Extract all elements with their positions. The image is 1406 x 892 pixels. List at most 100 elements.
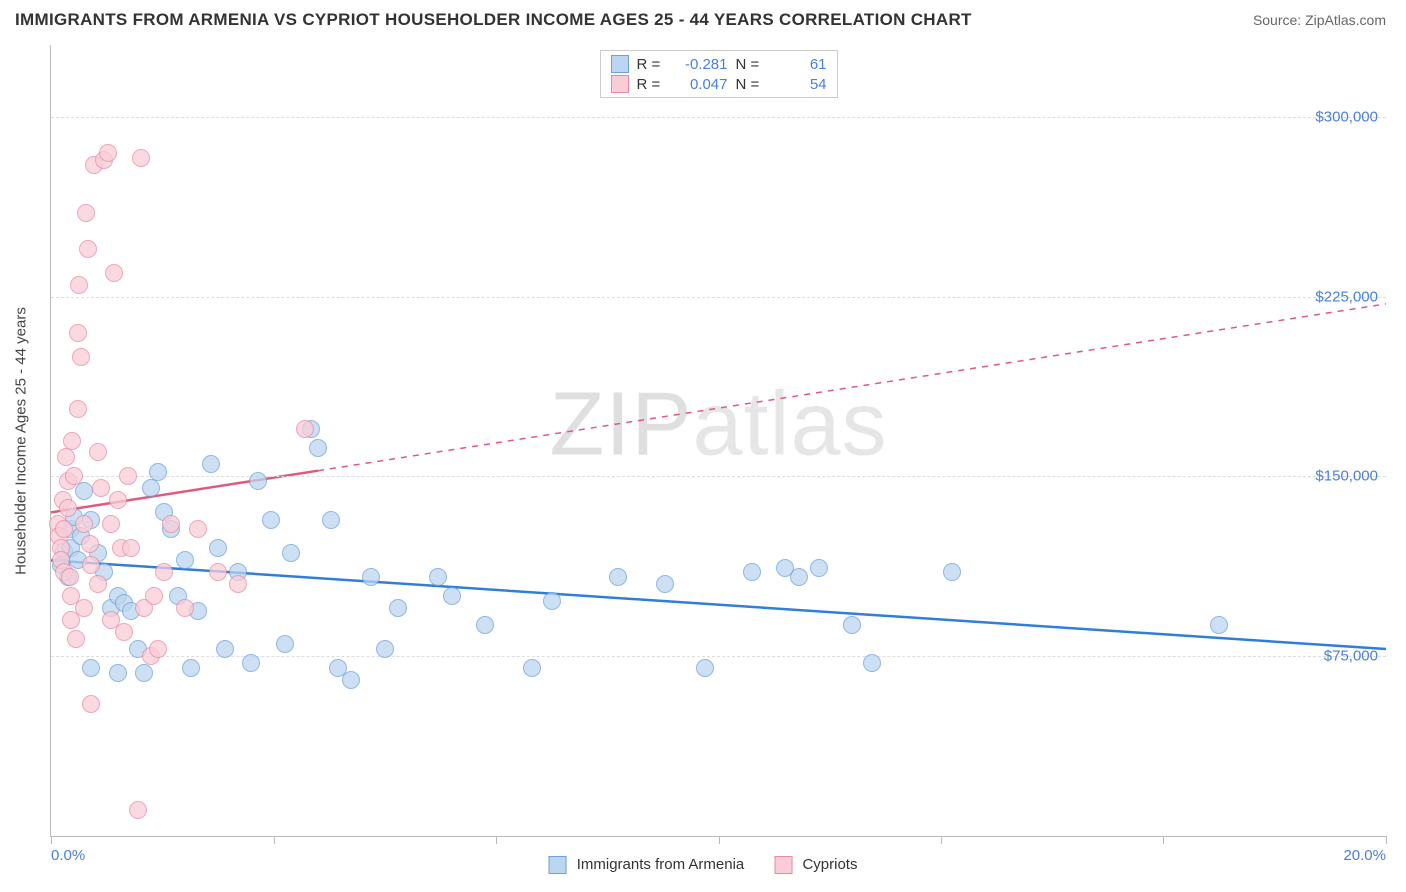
- n-value-armenia: 61: [772, 56, 827, 73]
- point-armenia: [790, 568, 808, 586]
- point-armenia: [82, 659, 100, 677]
- point-cypriots: [89, 575, 107, 593]
- y-tick-label: $300,000: [1315, 108, 1378, 125]
- r-value-armenia: -0.281: [673, 56, 728, 73]
- point-armenia: [443, 587, 461, 605]
- point-cypriots: [70, 276, 88, 294]
- point-cypriots: [65, 467, 83, 485]
- legend-row-armenia: R = -0.281 N = 61: [611, 54, 827, 74]
- y-axis-title: Householder Income Ages 25 - 44 years: [13, 307, 30, 575]
- point-cypriots: [69, 400, 87, 418]
- point-armenia: [523, 659, 541, 677]
- point-armenia: [696, 659, 714, 677]
- point-armenia: [429, 568, 447, 586]
- point-armenia: [282, 544, 300, 562]
- point-cypriots: [75, 599, 93, 617]
- x-tick: [1386, 836, 1387, 844]
- point-cypriots: [61, 568, 79, 586]
- point-cypriots: [189, 520, 207, 538]
- x-tick: [274, 836, 275, 844]
- point-cypriots: [81, 535, 99, 553]
- point-cypriots: [82, 695, 100, 713]
- point-armenia: [182, 659, 200, 677]
- point-armenia: [476, 616, 494, 634]
- point-cypriots: [229, 575, 247, 593]
- point-cypriots: [115, 623, 133, 641]
- point-cypriots: [132, 149, 150, 167]
- chart-title: IMMIGRANTS FROM ARMENIA VS CYPRIOT HOUSE…: [15, 10, 972, 30]
- point-cypriots: [57, 448, 75, 466]
- series-legend: Immigrants from Armenia Cypriots: [549, 856, 858, 874]
- point-armenia: [389, 599, 407, 617]
- point-cypriots: [92, 479, 110, 497]
- point-cypriots: [89, 443, 107, 461]
- point-armenia: [309, 439, 327, 457]
- legend-swatch-armenia: [549, 856, 567, 874]
- point-armenia: [543, 592, 561, 610]
- point-armenia: [322, 511, 340, 529]
- point-cypriots: [55, 520, 73, 538]
- legend-item-armenia: Immigrants from Armenia: [549, 856, 745, 874]
- point-cypriots: [129, 801, 147, 819]
- legend-item-cypriots: Cypriots: [774, 856, 857, 874]
- point-cypriots: [149, 640, 167, 658]
- r-label: R =: [637, 56, 665, 73]
- point-armenia: [249, 472, 267, 490]
- point-cypriots: [109, 491, 127, 509]
- point-cypriots: [79, 240, 97, 258]
- x-min-label: 0.0%: [51, 847, 85, 864]
- chart-header: IMMIGRANTS FROM ARMENIA VS CYPRIOT HOUSE…: [0, 0, 1406, 35]
- point-cypriots: [162, 515, 180, 533]
- point-cypriots: [99, 144, 117, 162]
- legend-label-armenia: Immigrants from Armenia: [577, 856, 745, 873]
- legend-swatch-armenia: [611, 55, 629, 73]
- point-cypriots: [105, 264, 123, 282]
- source-value: ZipAtlas.com: [1305, 12, 1386, 28]
- x-tick: [941, 836, 942, 844]
- point-cypriots: [77, 204, 95, 222]
- point-armenia: [135, 664, 153, 682]
- point-cypriots: [296, 420, 314, 438]
- n-label: N =: [736, 56, 764, 73]
- point-armenia: [209, 539, 227, 557]
- point-armenia: [656, 575, 674, 593]
- point-cypriots: [122, 539, 140, 557]
- point-cypriots: [176, 599, 194, 617]
- point-armenia: [843, 616, 861, 634]
- legend-swatch-cypriots: [774, 856, 792, 874]
- point-cypriots: [119, 467, 137, 485]
- source-label: Source:: [1253, 12, 1301, 28]
- point-armenia: [242, 654, 260, 672]
- point-cypriots: [63, 432, 81, 450]
- n-value-cypriots: 54: [772, 76, 827, 93]
- point-armenia: [863, 654, 881, 672]
- point-armenia: [362, 568, 380, 586]
- point-cypriots: [75, 515, 93, 533]
- point-cypriots: [72, 348, 90, 366]
- correlation-legend: R = -0.281 N = 61 R = 0.047 N = 54: [600, 50, 838, 98]
- y-tick-label: $150,000: [1315, 468, 1378, 485]
- source-attribution: Source: ZipAtlas.com: [1253, 12, 1386, 28]
- point-cypriots: [82, 556, 100, 574]
- point-armenia: [202, 455, 220, 473]
- r-label: R =: [637, 76, 665, 93]
- point-armenia: [810, 559, 828, 577]
- x-tick: [719, 836, 720, 844]
- point-armenia: [176, 551, 194, 569]
- point-cypriots: [69, 324, 87, 342]
- x-tick: [1163, 836, 1164, 844]
- trend-lines: [51, 45, 1386, 836]
- scatter-chart: ZIPatlas Householder Income Ages 25 - 44…: [50, 45, 1386, 837]
- point-armenia: [943, 563, 961, 581]
- gridline: [51, 117, 1386, 118]
- n-label: N =: [736, 76, 764, 93]
- point-armenia: [109, 664, 127, 682]
- point-cypriots: [102, 515, 120, 533]
- y-tick-label: $225,000: [1315, 288, 1378, 305]
- x-tick: [51, 836, 52, 844]
- y-tick-label: $75,000: [1324, 648, 1378, 665]
- point-armenia: [609, 568, 627, 586]
- r-value-cypriots: 0.047: [673, 76, 728, 93]
- x-tick: [496, 836, 497, 844]
- point-cypriots: [209, 563, 227, 581]
